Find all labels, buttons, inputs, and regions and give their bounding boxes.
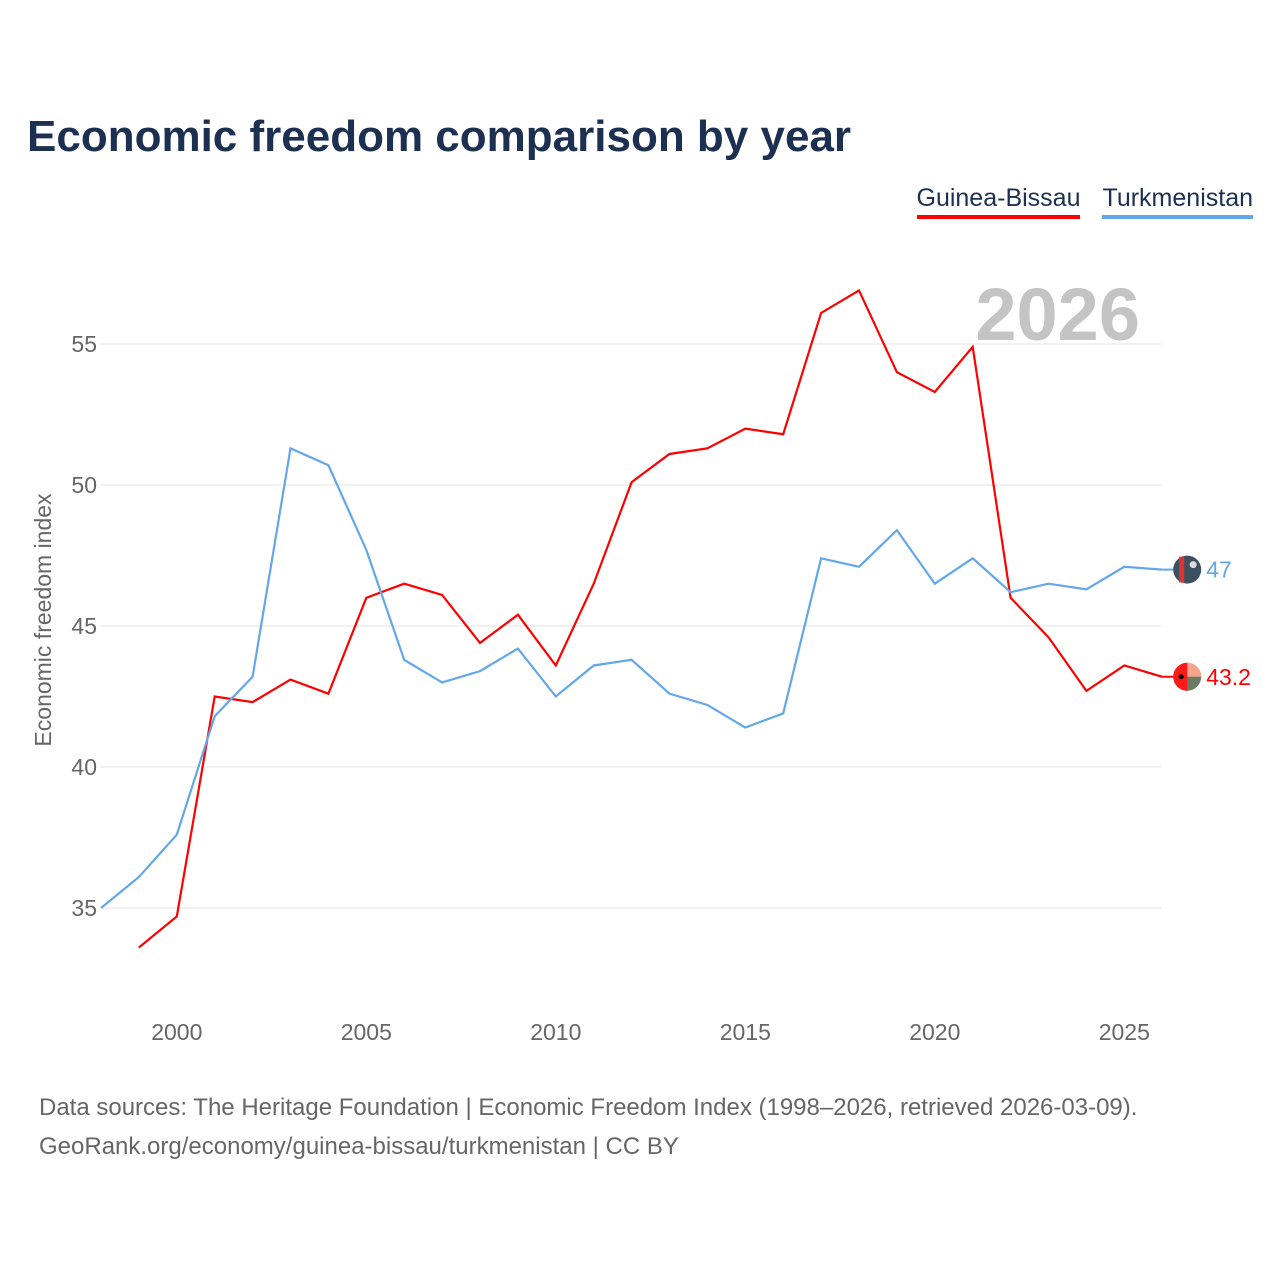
flag-icon-guinea-bissau bbox=[1173, 662, 1202, 691]
x-tick-label: 2000 bbox=[151, 1019, 202, 1045]
y-tick-label: 40 bbox=[71, 754, 97, 780]
y-axis-label: Economic freedom index bbox=[30, 493, 56, 747]
chart-title: Economic freedom comparison by year bbox=[27, 112, 852, 161]
y-tick-label: 55 bbox=[71, 331, 97, 357]
y-tick-label: 45 bbox=[71, 613, 97, 639]
y-tick-label: 50 bbox=[71, 472, 97, 498]
source-line-1: Data sources: The Heritage Foundation | … bbox=[39, 1094, 1138, 1121]
source-line-2[interactable]: GeoRank.org/economy/guinea-bissau/turkme… bbox=[39, 1133, 679, 1160]
end-value-label: 47 bbox=[1206, 557, 1232, 583]
legend-turkmenistan[interactable]: Turkmenistan bbox=[1102, 184, 1253, 219]
x-tick-label: 2020 bbox=[909, 1019, 960, 1045]
legend-guinea-bissau[interactable]: Guinea-Bissau bbox=[916, 184, 1081, 219]
x-tick-label: 2015 bbox=[720, 1019, 771, 1045]
x-tick-label: 2005 bbox=[341, 1019, 392, 1045]
series-line-turkmenistan bbox=[100, 446, 1163, 909]
end-value-label: 43.2 bbox=[1206, 664, 1251, 690]
year-watermark: 2026 bbox=[975, 273, 1140, 356]
x-tick-label: 2025 bbox=[1099, 1019, 1150, 1045]
series-line-guinea-bissau bbox=[138, 288, 1163, 949]
legend: Guinea-Bissau Turkmenistan bbox=[916, 184, 1253, 219]
flag-icon-turkmenistan bbox=[1173, 555, 1202, 584]
x-tick-label: 2010 bbox=[530, 1019, 581, 1045]
source-note: Data sources: The Heritage Foundation | … bbox=[39, 1088, 1137, 1166]
y-tick-label: 35 bbox=[71, 895, 97, 921]
